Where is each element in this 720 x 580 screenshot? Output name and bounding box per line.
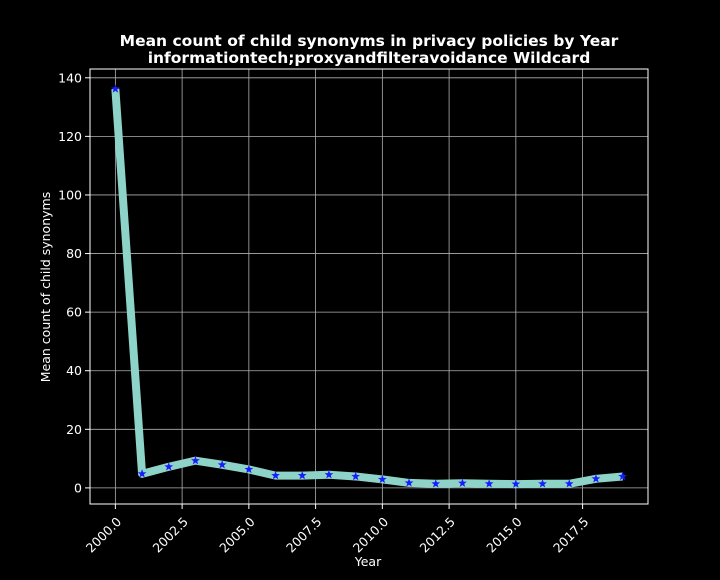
chart-subtitle: informationtech;proxyandfilteravoidance … <box>148 49 591 67</box>
series-line <box>111 88 623 489</box>
data-point-marker <box>458 478 467 487</box>
data-point-marker <box>271 470 280 480</box>
x-axis-label: Year <box>354 554 382 569</box>
y-axis-label: Mean count of child synonyms <box>38 192 53 382</box>
y-tick-label: 140 <box>58 70 82 85</box>
data-point-marker <box>377 474 387 484</box>
data-point-marker <box>591 474 601 483</box>
data-point-marker <box>618 471 628 481</box>
data-point-marker <box>511 479 521 488</box>
y-tick-label: 120 <box>58 129 82 144</box>
data-point-marker <box>351 471 361 481</box>
series-line-layer <box>111 88 623 489</box>
data-point-marker <box>110 84 120 93</box>
y-tick-label: 0 <box>74 480 82 495</box>
grid <box>90 69 648 504</box>
data-point-marker <box>244 464 254 474</box>
data-point-marker <box>431 479 441 488</box>
data-point-marker <box>297 470 307 480</box>
marker-layer <box>110 84 628 488</box>
y-tick-label: 40 <box>66 363 82 378</box>
chart-title: Mean count of child synonyms in privacy … <box>120 32 619 50</box>
data-point-marker <box>538 479 547 488</box>
y-axis-ticks: 0 20 40 60 80 100 120 140 <box>58 70 90 495</box>
axes-frame <box>89 68 649 505</box>
y-tick-label: 100 <box>58 187 82 202</box>
data-point-marker <box>191 456 200 465</box>
data-point-marker <box>137 469 147 478</box>
data-point-marker <box>217 460 227 469</box>
data-point-marker <box>324 470 334 479</box>
y-tick-label: 80 <box>66 246 82 261</box>
data-point-marker <box>564 479 574 488</box>
data-point-marker <box>164 462 174 471</box>
plot-frame <box>89 68 649 505</box>
data-point-marker <box>484 479 494 488</box>
y-tick-label: 60 <box>66 305 82 320</box>
data-point-marker <box>404 478 414 487</box>
y-tick-label: 20 <box>66 422 82 437</box>
